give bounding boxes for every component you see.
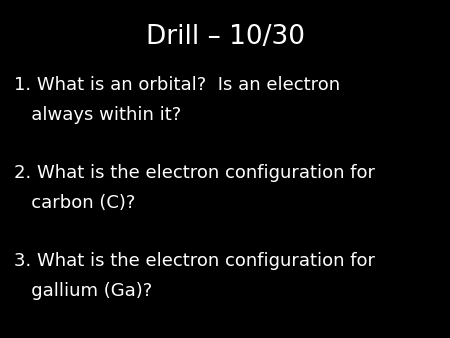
Text: Drill – 10/30: Drill – 10/30: [145, 24, 305, 50]
Text: gallium (Ga)?: gallium (Ga)?: [14, 282, 152, 300]
Text: carbon (C)?: carbon (C)?: [14, 194, 135, 212]
Text: always within it?: always within it?: [14, 106, 181, 124]
Text: 2. What is the electron configuration for: 2. What is the electron configuration fo…: [14, 164, 374, 182]
Text: 3. What is the electron configuration for: 3. What is the electron configuration fo…: [14, 252, 374, 270]
Text: 1. What is an orbital?  Is an electron: 1. What is an orbital? Is an electron: [14, 76, 340, 94]
